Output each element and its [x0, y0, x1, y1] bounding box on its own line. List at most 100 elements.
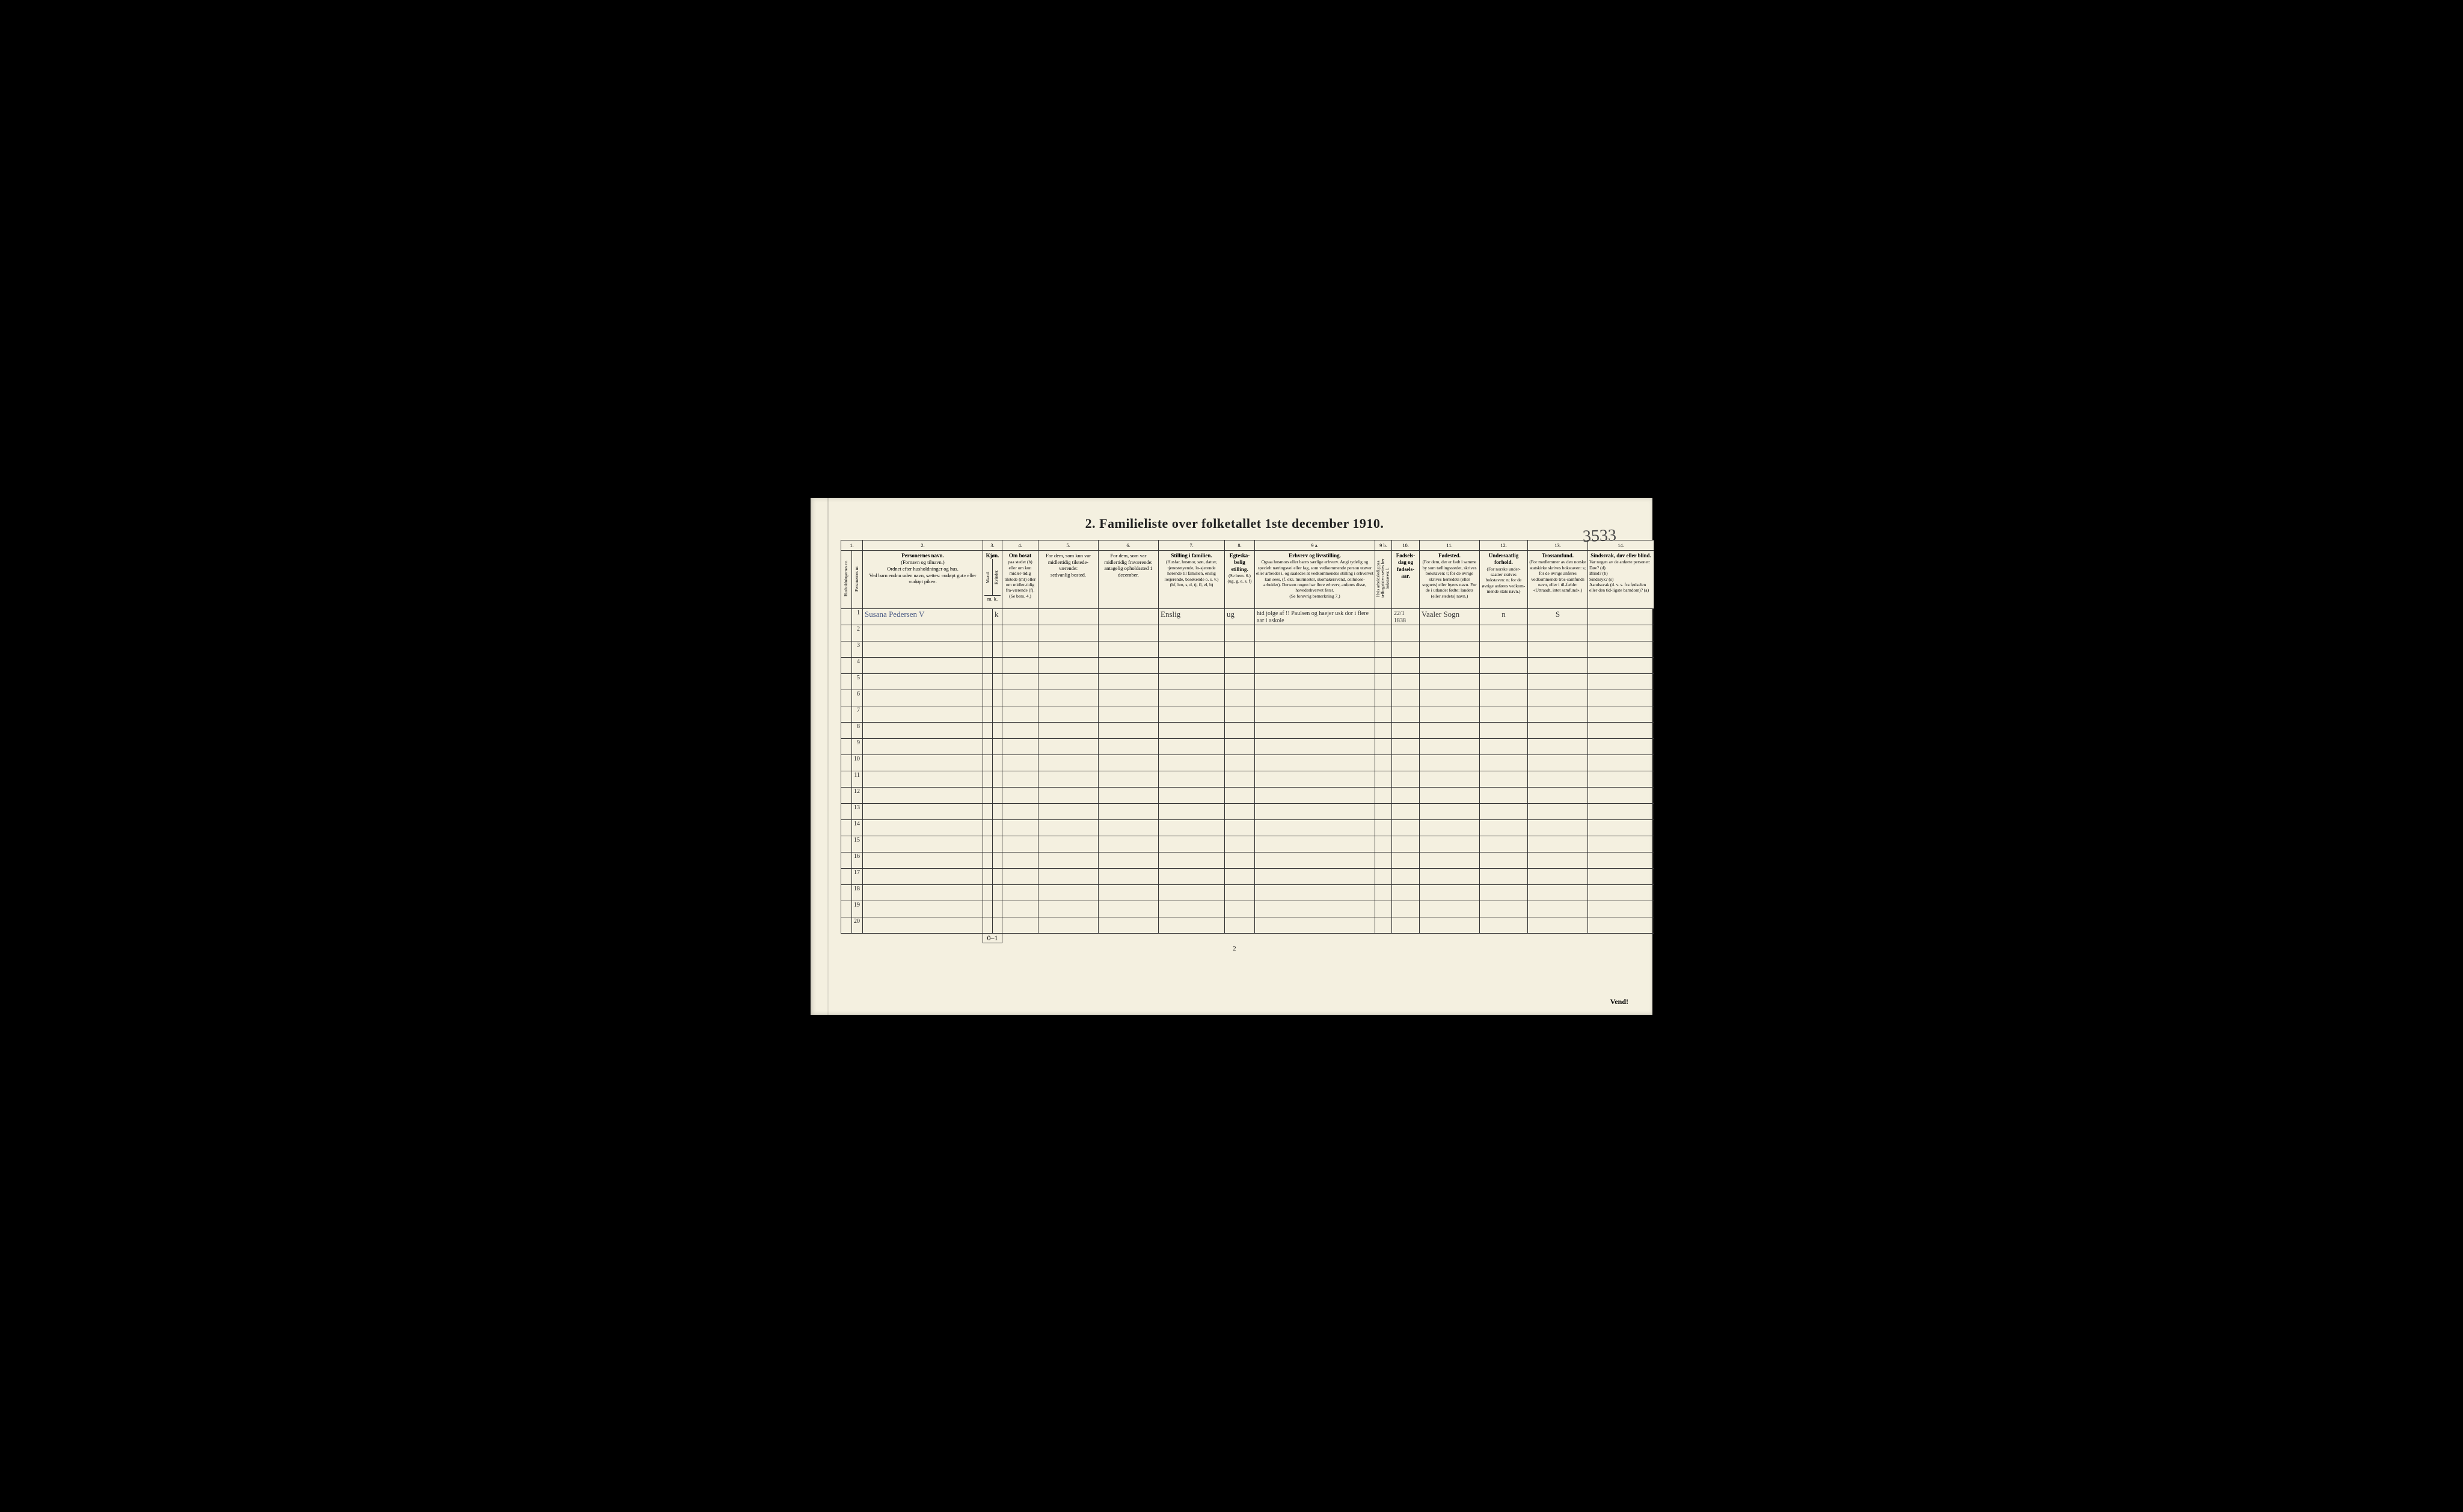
data-row-empty: 7 — [841, 706, 1654, 722]
empty-cell: 8 — [852, 722, 863, 738]
empty-cell — [1002, 884, 1038, 901]
header-fodested: Fødested. (For dem, der er født i samme … — [1420, 551, 1480, 609]
empty-cell — [993, 690, 1002, 706]
vend-label: Vend! — [1610, 997, 1628, 1006]
empty-cell — [993, 722, 1002, 738]
empty-cell — [1480, 625, 1528, 641]
empty-cell — [863, 787, 983, 803]
empty-cell — [863, 722, 983, 738]
empty-cell — [1588, 836, 1654, 852]
colnum-5: 5. — [1038, 540, 1099, 551]
data-row-empty: 20 — [841, 917, 1654, 933]
empty-cell — [1099, 917, 1159, 933]
empty-cell — [983, 673, 993, 690]
data-row-empty: 6 — [841, 690, 1654, 706]
empty-cell — [1480, 690, 1528, 706]
empty-cell — [1375, 771, 1392, 787]
empty-cell — [1225, 722, 1255, 738]
empty-cell — [1002, 917, 1038, 933]
empty-cell — [1375, 690, 1392, 706]
empty-cell — [1392, 754, 1420, 771]
empty-cell: 9 — [852, 738, 863, 754]
data-row-empty: 3 — [841, 641, 1654, 657]
empty-cell — [1392, 722, 1420, 738]
empty-cell: 3 — [852, 641, 863, 657]
empty-cell — [1420, 690, 1480, 706]
empty-cell — [1588, 673, 1654, 690]
empty-cell — [983, 836, 993, 852]
empty-cell — [1392, 803, 1420, 819]
empty-cell — [1038, 917, 1099, 933]
empty-cell — [1528, 690, 1588, 706]
empty-cell — [1255, 738, 1375, 754]
empty-cell — [841, 625, 852, 641]
cell-fravaerende — [1099, 608, 1159, 625]
empty-cell: 11 — [852, 771, 863, 787]
empty-cell — [841, 706, 852, 722]
header-fravaerende: For dem, som var midlertidig fraværende:… — [1099, 551, 1159, 609]
empty-cell — [1225, 836, 1255, 852]
header-fodselsdag: Fødsels-dag og fødsels-aar. — [1392, 551, 1420, 609]
empty-cell — [983, 754, 993, 771]
empty-cell — [1588, 787, 1654, 803]
empty-cell — [993, 868, 1002, 884]
empty-cell — [841, 884, 852, 901]
empty-cell — [983, 625, 993, 641]
data-row-empty: 19 — [841, 901, 1654, 917]
census-form-page: 3533 2. Familieliste over folketallet 1s… — [811, 498, 1652, 1015]
empty-cell — [1392, 836, 1420, 852]
empty-cell — [1375, 754, 1392, 771]
census-table: 1. 2. 3. 4. 5. 6. 7. 8. 9 a. 9 b. 10. 11… — [841, 540, 1654, 943]
empty-cell — [1480, 901, 1528, 917]
empty-cell — [1159, 738, 1225, 754]
empty-cell — [863, 868, 983, 884]
empty-cell — [1159, 722, 1225, 738]
form-title: 2. Familieliste over folketallet 1ste de… — [841, 516, 1628, 531]
empty-cell — [1420, 641, 1480, 657]
empty-cell — [1480, 673, 1528, 690]
table-footer: 0–1 — [841, 933, 1654, 943]
empty-cell — [863, 884, 983, 901]
empty-cell — [1159, 901, 1225, 917]
empty-cell — [1099, 673, 1159, 690]
empty-cell — [1099, 901, 1159, 917]
empty-cell — [1038, 722, 1099, 738]
empty-cell — [1225, 690, 1255, 706]
page-annotation: 3533 — [1582, 526, 1616, 546]
empty-cell — [983, 803, 993, 819]
empty-cell — [1159, 771, 1225, 787]
empty-cell — [863, 771, 983, 787]
empty-cell — [1002, 868, 1038, 884]
empty-cell — [1420, 852, 1480, 868]
empty-cell — [1038, 852, 1099, 868]
empty-cell — [841, 771, 852, 787]
empty-cell — [1528, 771, 1588, 787]
empty-cell — [1375, 787, 1392, 803]
empty-cell: 18 — [852, 884, 863, 901]
cell-dob: 22/1 1838 — [1392, 608, 1420, 625]
header-undersaat: Undersaatlig forhold. (For norske under-… — [1480, 551, 1528, 609]
empty-cell — [863, 852, 983, 868]
cell-tilstede — [1038, 608, 1099, 625]
empty-cell — [993, 738, 1002, 754]
empty-cell — [1002, 722, 1038, 738]
empty-cell — [841, 738, 852, 754]
empty-cell — [1099, 625, 1159, 641]
empty-cell — [1255, 884, 1375, 901]
empty-cell — [863, 901, 983, 917]
empty-cell — [841, 901, 852, 917]
empty-cell — [1588, 690, 1654, 706]
empty-cell — [1588, 819, 1654, 836]
data-row-empty: 18 — [841, 884, 1654, 901]
empty-cell — [993, 771, 1002, 787]
empty-cell — [1480, 771, 1528, 787]
empty-cell — [1159, 852, 1225, 868]
empty-cell — [1588, 901, 1654, 917]
empty-cell — [1038, 690, 1099, 706]
empty-cell — [1255, 706, 1375, 722]
empty-cell — [1528, 641, 1588, 657]
empty-cell — [1392, 868, 1420, 884]
empty-cell — [1528, 754, 1588, 771]
empty-cell: 17 — [852, 868, 863, 884]
colnum-10: 10. — [1392, 540, 1420, 551]
